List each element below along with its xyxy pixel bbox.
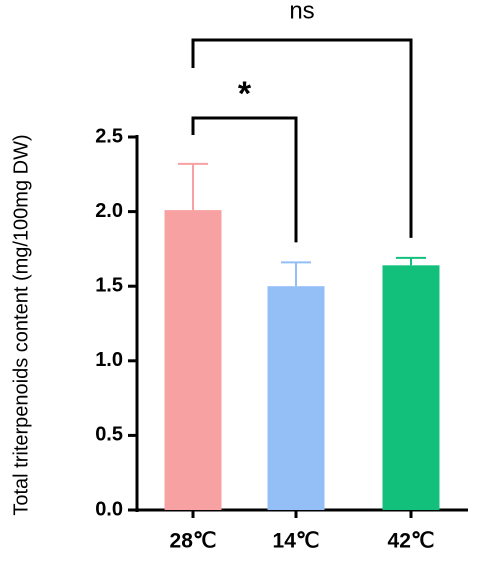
y-tick-label: 1.5 [95,274,123,296]
x-tick-label: 28℃ [170,530,217,553]
bar [164,210,222,510]
significance-label: * [238,75,252,113]
y-axis-label: Total triterpenoids content (mg/100mg DW… [10,134,32,515]
significance-label: ns [289,0,314,24]
significance-bracket [191,116,298,243]
y-tick-label: 0.5 [95,424,123,446]
y-tick-label: 1.0 [95,349,123,371]
bar [267,286,325,510]
y-tick-label: 0.0 [95,498,123,520]
y-tick-label: 2.5 [95,125,123,147]
x-tick-label: 42℃ [388,530,435,553]
x-tick-label: 14℃ [273,530,320,553]
y-tick-label: 2.0 [95,200,123,222]
significance-bracket [191,38,413,238]
bar [382,265,440,510]
